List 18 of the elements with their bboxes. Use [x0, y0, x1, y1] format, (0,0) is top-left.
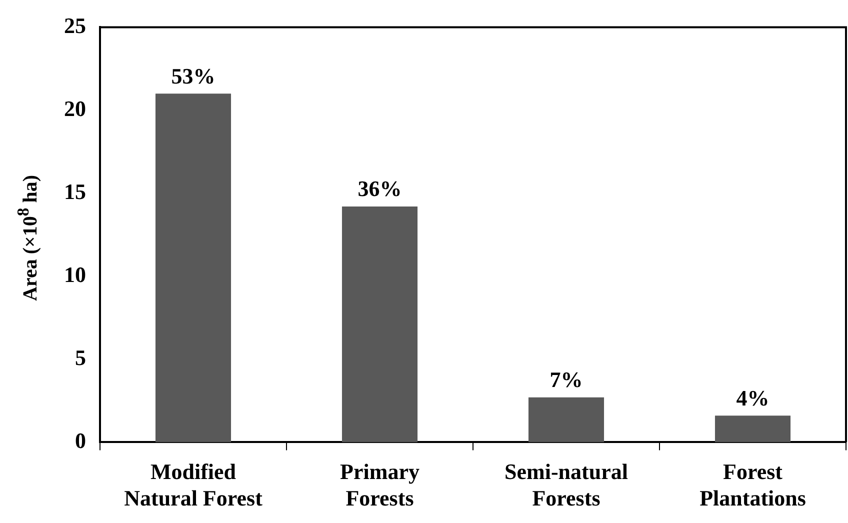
y-tick-label: 15	[64, 178, 86, 204]
y-tick-label: 25	[64, 12, 86, 38]
annotation: 7%	[550, 367, 583, 392]
y-tick-label: 10	[64, 262, 86, 287]
x-tick-label: Modified Natural Forest	[124, 459, 264, 510]
annotation: 36%	[358, 176, 402, 202]
bar	[714, 416, 791, 442]
bar	[155, 94, 232, 442]
y-tick-label: 20	[64, 96, 86, 121]
annotation: 4%	[736, 385, 770, 410]
bar	[342, 206, 418, 442]
y-tick-label: 5	[75, 344, 86, 370]
y-tick-label: 0	[75, 428, 86, 453]
annotation: 53%	[171, 63, 216, 88]
x-tick-label: Forest Plantations	[700, 459, 806, 510]
x-tick-label: Semi-natural Forests	[504, 459, 628, 510]
bar	[528, 397, 604, 442]
x-tick-label: Primary Forests	[340, 459, 420, 510]
